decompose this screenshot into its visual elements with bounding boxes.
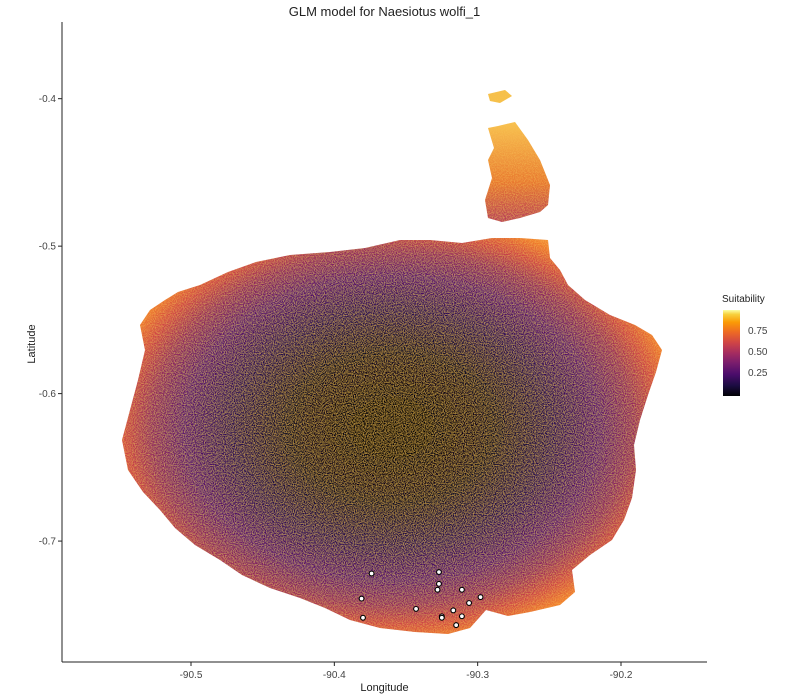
x-tick-label: -90.2 (610, 670, 633, 681)
island-main (122, 238, 662, 634)
occurrence-point (466, 600, 473, 606)
occurrence-point (453, 622, 460, 629)
occurrence-point (458, 586, 465, 593)
x-tick-label: -90.4 (323, 670, 346, 681)
island-northeast-lobe (485, 122, 550, 222)
x-axis-ticks: -90.5 -90.4 -90.3 -90.2 (180, 662, 633, 681)
x-tick-label: -90.3 (466, 670, 489, 681)
legend-colorbar (723, 310, 740, 396)
y-tick-label: -0.4 (39, 94, 57, 105)
x-tick-label: -90.5 (180, 670, 203, 681)
chart-title: GLM model for Naesiotus wolfi_1 (288, 4, 481, 19)
occurrence-point (458, 613, 465, 620)
occurrence-point (450, 607, 457, 614)
occurrence-point (477, 594, 484, 601)
island-raster (122, 90, 662, 634)
occurrence-point (360, 614, 366, 621)
y-tick-label: -0.5 (39, 242, 57, 253)
legend-tick-label: 0.50 (739, 347, 768, 358)
occurrence-point (368, 570, 375, 577)
y-axis-ticks: -0.4 -0.5 -0.6 -0.7 (39, 94, 62, 548)
occurrence-point (438, 614, 445, 621)
y-tick-label: -0.6 (39, 389, 57, 400)
y-tick-label: -0.7 (39, 537, 57, 548)
plot-axes (61, 22, 707, 663)
legend-title: Suitability (722, 294, 765, 305)
occurrence-point (358, 595, 365, 602)
legend-tick-label: 0.25 (739, 368, 768, 379)
occurrence-point (436, 569, 442, 575)
occurrence-point (434, 586, 441, 593)
occurrence-point (436, 580, 442, 587)
y-axis-label: Latitude (26, 324, 38, 364)
legend-tick-label: 0.75 (739, 326, 768, 337)
occurrence-points (358, 569, 484, 629)
x-axis-label: Longitude (360, 682, 409, 694)
occurrence-point (413, 605, 419, 612)
island-north-tip (488, 90, 512, 103)
legend: Suitability 0.75 0.50 0.25 (722, 294, 767, 396)
